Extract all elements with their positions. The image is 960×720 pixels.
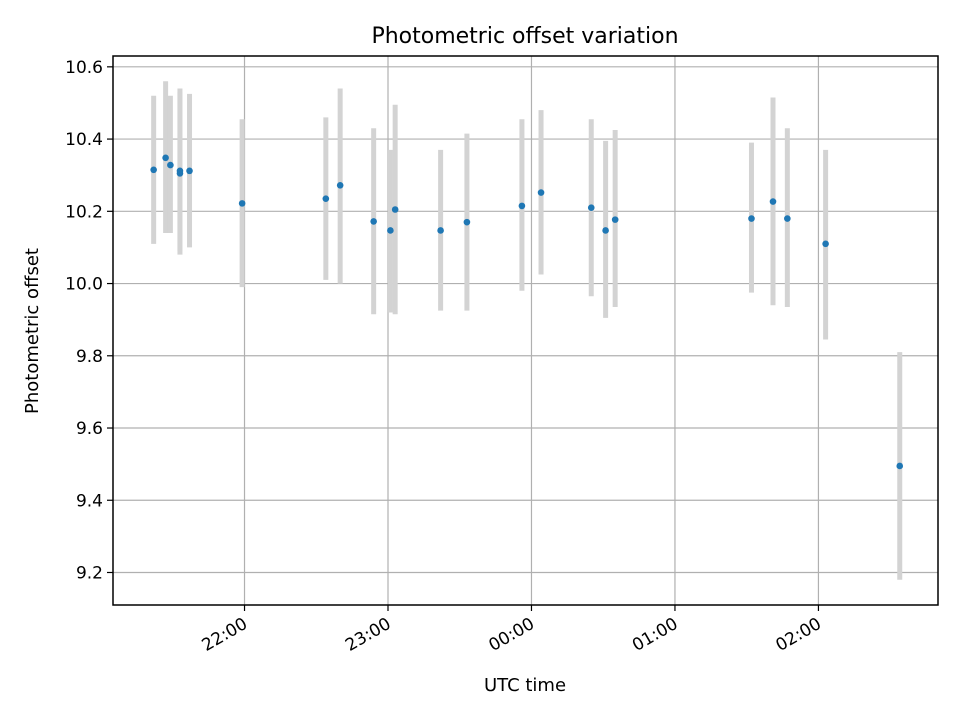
- data-point: [387, 227, 394, 234]
- data-point: [602, 227, 609, 234]
- grid: [113, 56, 938, 605]
- y-tick-label: 9.4: [76, 491, 103, 511]
- y-tick-label: 10.0: [65, 275, 103, 295]
- data-point: [822, 240, 829, 248]
- plot-frame: [112, 55, 939, 606]
- y-tick-label: 10.2: [65, 202, 103, 222]
- data-point: [518, 202, 526, 210]
- y-tick-label: 9.2: [76, 563, 103, 583]
- data-point: [176, 167, 184, 175]
- y-axis-ticks: 9.2 9.4 9.6 9.8 10.0 10.2 10.4 10.6: [65, 58, 113, 583]
- y-axis-label: Photometric offset: [22, 248, 43, 414]
- data-point: [587, 204, 595, 211]
- y-tick-label: 9.8: [76, 347, 103, 367]
- data-point: [784, 215, 791, 222]
- data-point: [748, 215, 755, 222]
- data-point: [769, 198, 777, 205]
- data-point: [391, 206, 399, 213]
- chart-title: Photometric offset variation: [371, 24, 678, 49]
- data-point: [611, 216, 619, 223]
- data-point: [238, 200, 246, 207]
- data-point: [322, 195, 330, 202]
- y-tick-label: 9.6: [76, 419, 103, 439]
- y-tick-label: 10.4: [65, 130, 103, 150]
- data-point: [150, 166, 157, 174]
- x-axis-label: UTC time: [484, 675, 566, 696]
- data-point: [437, 227, 444, 234]
- data-point: [370, 218, 377, 225]
- data-points: [150, 154, 904, 470]
- data-point: [463, 218, 471, 226]
- y-tick-label: 10.6: [65, 58, 103, 78]
- data-point: [896, 462, 904, 470]
- data-point: [162, 154, 169, 162]
- data-point: [167, 161, 174, 169]
- data-point: [336, 182, 344, 189]
- data-point: [537, 189, 545, 196]
- data-point: [186, 167, 193, 175]
